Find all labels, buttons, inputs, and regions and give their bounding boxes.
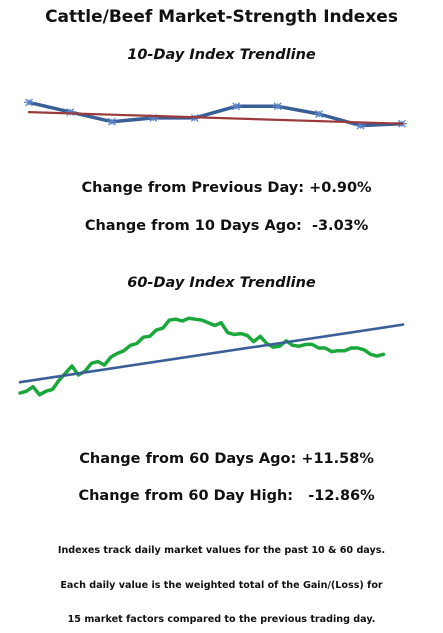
stat-60day-high-value: -12.86% [308,488,375,504]
page-title: Cattle/Beef Market-Strength Indexes [45,7,398,27]
stat-10days-label: Change from 10 Days Ago: [84,218,302,234]
chart-10day-trendline [27,111,404,125]
stat-prev-day: Change from Previous Day: +0.90% [0,164,443,196]
stat-60day-high-label: Change from 60 Day High: [78,488,294,504]
chart-10day-point [272,102,283,111]
note-line-2: Each daily value is the weighted total o… [60,580,383,591]
stat-prev-day-label: Change from Previous Day: [81,180,305,196]
chart-10day-point [231,102,242,111]
stat-10days-value: -3.03% [311,218,369,234]
chart-60day-trendline [18,323,405,384]
chart-10day-point [314,110,325,118]
note-line-1: Indexes track daily market values for th… [57,545,386,556]
chart-60day [18,316,405,397]
chart-10day-point [24,98,34,107]
chart-10day-title: 10-Day Index Trendline [127,47,316,63]
stat-60day-high: Change from 60 Day High: -12.86% [0,472,443,504]
stat-60days: Change from 60 Days Ago: +11.58% [0,435,443,467]
note-line-3: 15 market factors compared to the previo… [67,614,376,625]
chart-10day-point [106,117,117,126]
chart-10day [24,98,407,130]
stat-60days-value: +11.58% [301,451,374,467]
chart-60day-series-line [18,316,386,397]
chart-60day-title: 60-Day Index Trendline [127,275,316,291]
stat-prev-day-value: +0.90% [309,180,372,196]
stat-10days: Change from 10 Days Ago: -3.03% [0,202,443,234]
stat-60days-label: Change from 60 Days Ago: [79,451,297,467]
chart-10day-series-line [27,100,404,128]
